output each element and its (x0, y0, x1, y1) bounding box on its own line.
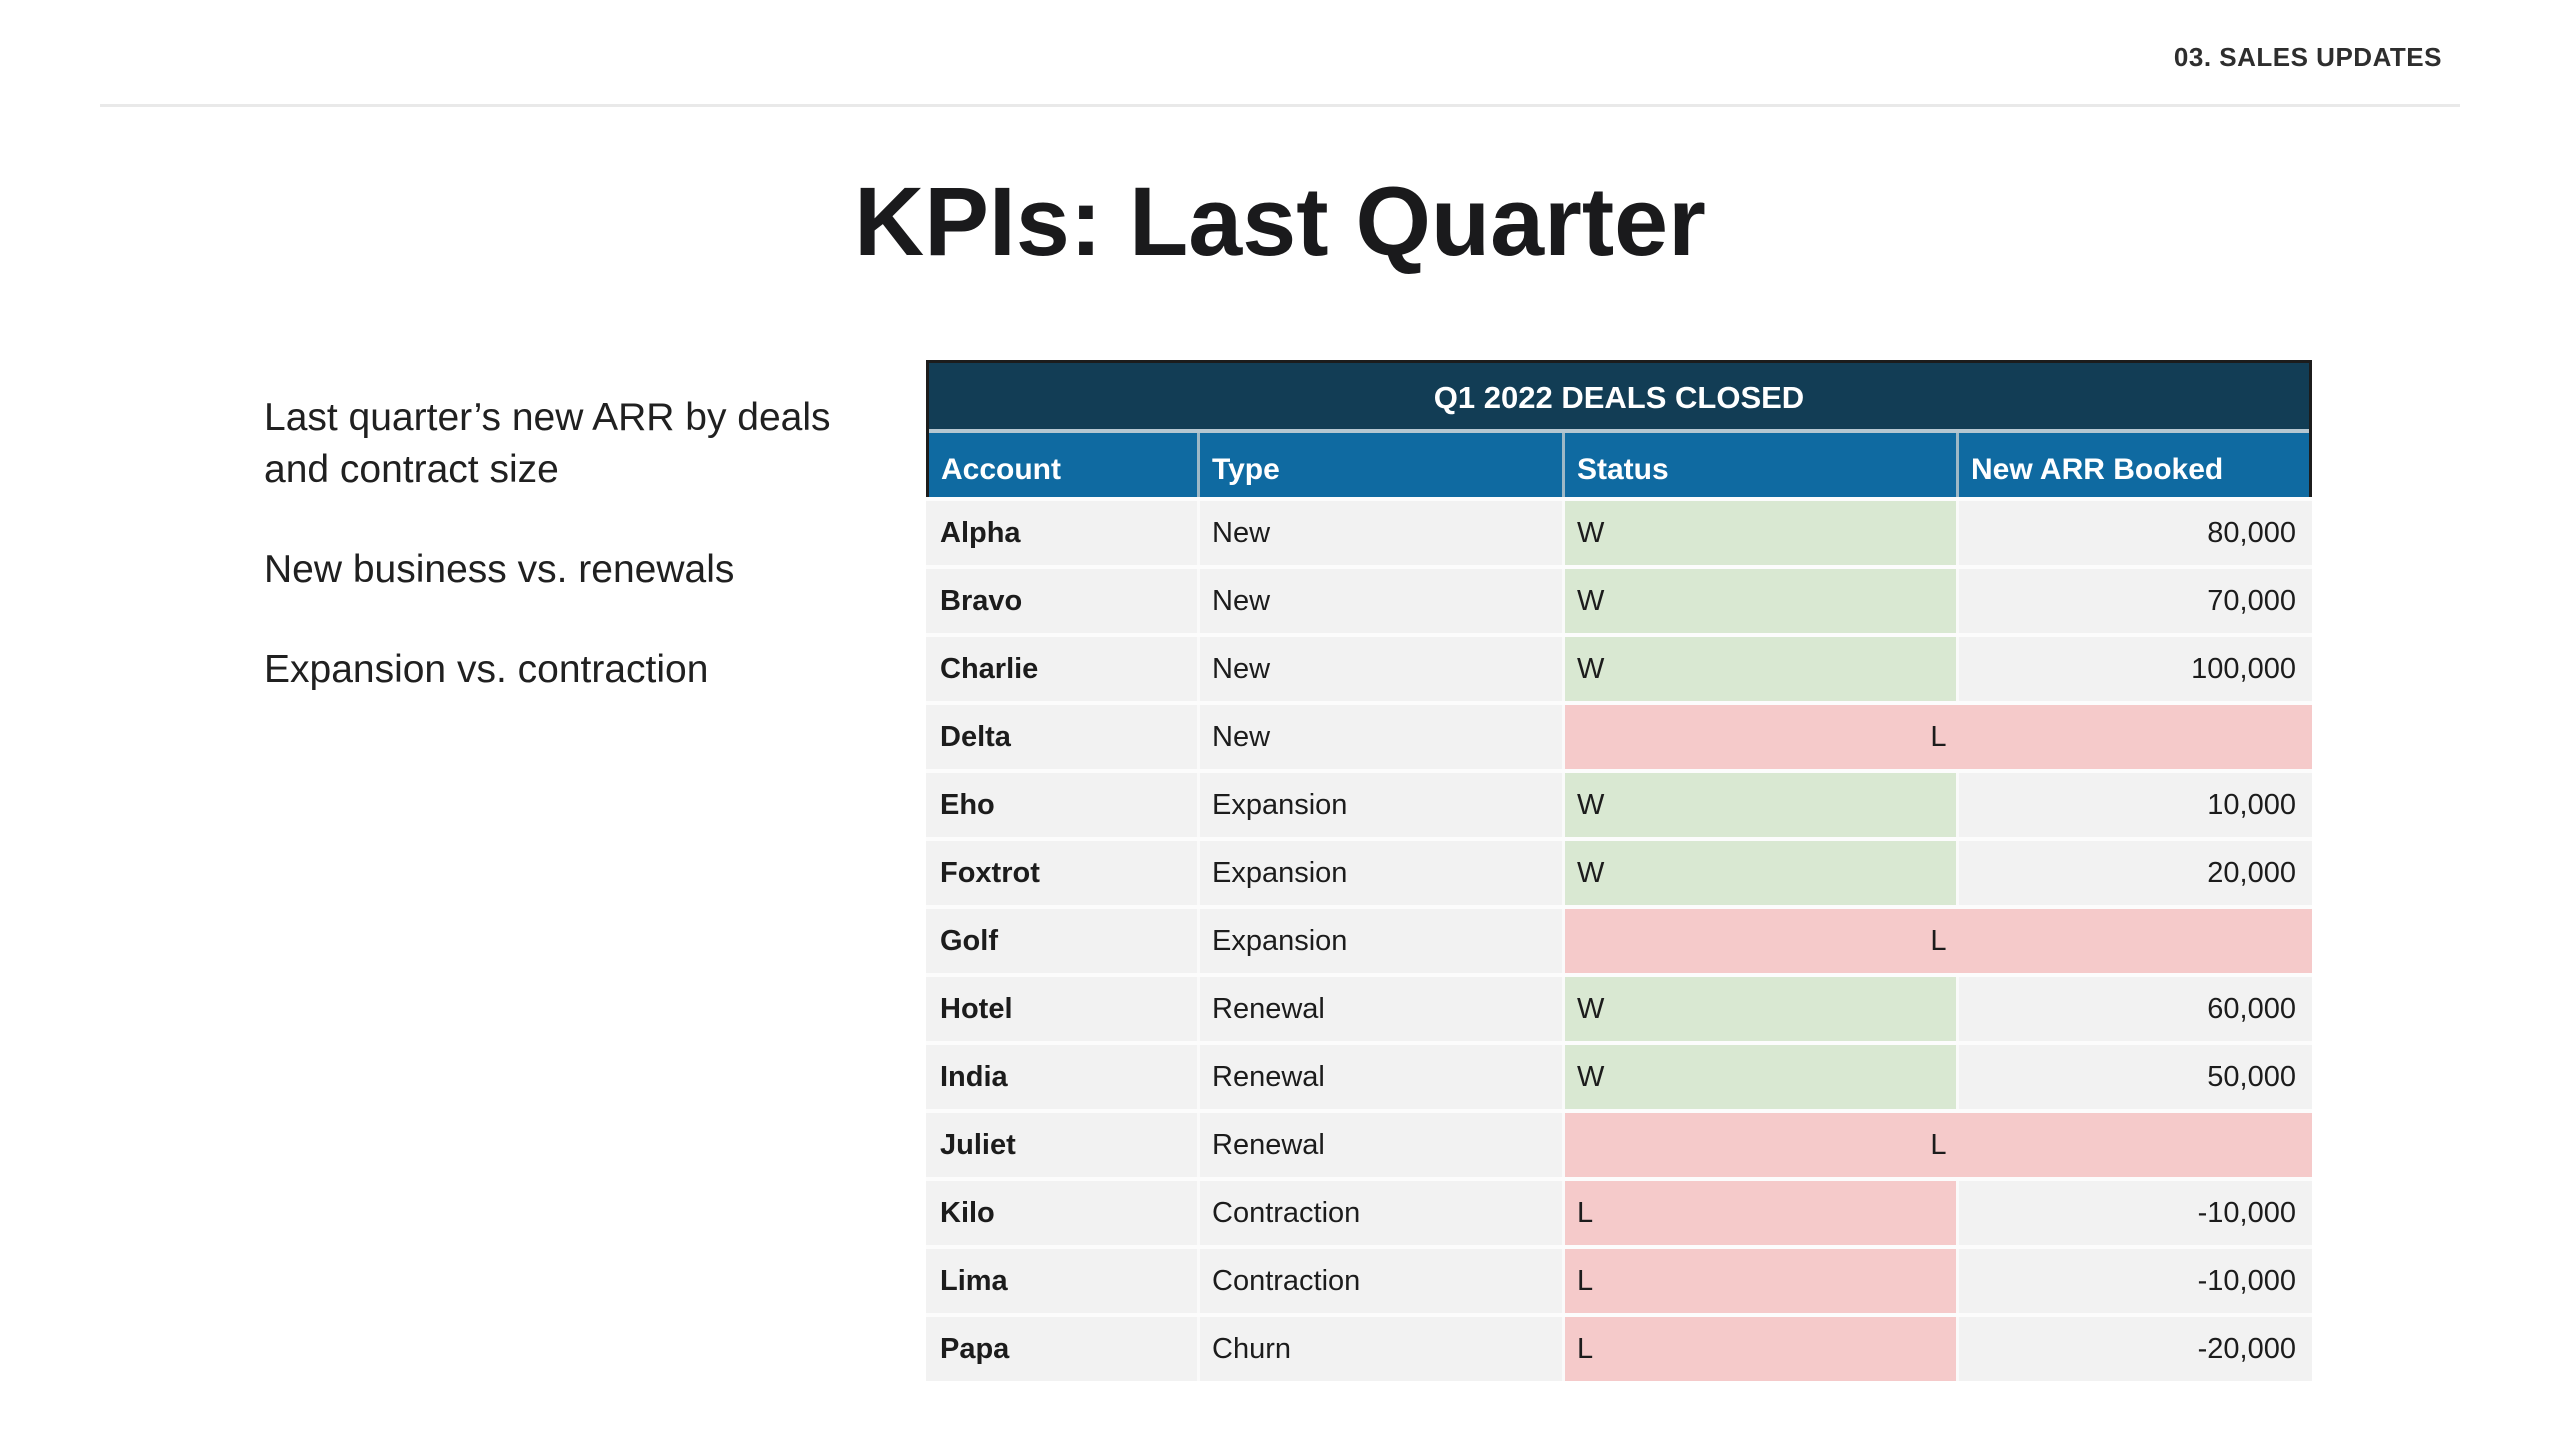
cell-status: W (1562, 501, 1956, 565)
cell-account: Papa (926, 1317, 1197, 1381)
cell-type: New (1197, 637, 1562, 701)
cell-type: Renewal (1197, 1045, 1562, 1109)
cell-status: W (1562, 1045, 1956, 1109)
page-title: KPIs: Last Quarter (854, 167, 1706, 276)
column-header-new-arr-booked: New ARR Booked (1956, 433, 2309, 497)
table-row: Lima Contraction L -10,000 (926, 1245, 2312, 1313)
cell-type: Contraction (1197, 1181, 1562, 1245)
cell-type: Expansion (1197, 773, 1562, 837)
note-new-vs-renewals: New business vs. renewals (264, 547, 735, 591)
table-row: Alpha New W 80,000 (926, 497, 2312, 565)
cell-account: Juliet (926, 1113, 1197, 1177)
cell-status: W (1562, 773, 1956, 837)
table-row: Foxtrot Expansion W 20,000 (926, 837, 2312, 905)
column-header-account: Account (941, 453, 1061, 486)
cell-account: Bravo (926, 569, 1197, 633)
cell-status: W (1562, 977, 1956, 1041)
cell-account: India (926, 1045, 1197, 1109)
cell-status: W (1562, 637, 1956, 701)
cell-account: Lima (926, 1249, 1197, 1313)
column-header-status: Status (1562, 433, 1956, 497)
table-row: Papa Churn L -20,000 (926, 1313, 2312, 1381)
table-row: Eho Expansion W 10,000 (926, 769, 2312, 837)
section-tag: 03. SALES UPDATES (2173, 42, 2442, 72)
cell-new-arr-booked: 20,000 (1956, 841, 2312, 905)
cell-status: L (1562, 1249, 1956, 1313)
cell-status: L (1562, 1181, 1956, 1245)
cell-type: Contraction (1197, 1249, 1562, 1313)
column-header-type: Type (1197, 433, 1562, 497)
note-expansion-vs-contraction: Expansion vs. contraction (264, 647, 709, 691)
cell-type: New (1197, 501, 1562, 565)
cell-account: Kilo (926, 1181, 1197, 1245)
table-row: Bravo New W 70,000 (926, 565, 2312, 633)
table-row: Kilo Contraction L -10,000 (926, 1177, 2312, 1245)
cell-new-arr-booked: 10,000 (1956, 773, 2312, 837)
notes-block: Last quarter’s new ARR by deals and cont… (264, 392, 894, 743)
cell-status-merged-loss: L (1562, 1113, 2312, 1177)
cell-account: Alpha (926, 501, 1197, 565)
table-row: Charlie New W 100,000 (926, 633, 2312, 701)
cell-new-arr-booked: 60,000 (1956, 977, 2312, 1041)
table-row: India Renewal W 50,000 (926, 1041, 2312, 1109)
cell-new-arr-booked: 70,000 (1956, 569, 2312, 633)
cell-type: Expansion (1197, 909, 1562, 973)
table-row: Juliet Renewal L (926, 1109, 2312, 1177)
cell-status: W (1562, 841, 1956, 905)
column-header-row: Account Type Status New ARR Booked (929, 433, 2309, 497)
cell-type: Renewal (1197, 977, 1562, 1041)
header-divider (100, 104, 2460, 107)
cell-status-merged-loss: L (1562, 909, 2312, 973)
table-row: Golf Expansion L (926, 905, 2312, 973)
cell-type: Churn (1197, 1317, 1562, 1381)
cell-type: Renewal (1197, 1113, 1562, 1177)
cell-account: Delta (926, 705, 1197, 769)
cell-type: Expansion (1197, 841, 1562, 905)
cell-new-arr-booked: -20,000 (1956, 1317, 2312, 1381)
cell-new-arr-booked: 100,000 (1956, 637, 2312, 701)
cell-status-merged-loss: L (1562, 705, 2312, 769)
cell-new-arr-booked: -10,000 (1956, 1181, 2312, 1245)
cell-type: New (1197, 569, 1562, 633)
cell-status: L (1562, 1317, 1956, 1381)
deals-table: Q1 2022 DEALS CLOSED Account Type Status… (926, 360, 2312, 1381)
cell-account: Eho (926, 773, 1197, 837)
cell-new-arr-booked: 50,000 (1956, 1045, 2312, 1109)
cell-account: Golf (926, 909, 1197, 973)
cell-new-arr-booked: 80,000 (1956, 501, 2312, 565)
table-header: Q1 2022 DEALS CLOSED Account Type Status… (926, 360, 2312, 497)
cell-account: Foxtrot (926, 841, 1197, 905)
cell-account: Hotel (926, 977, 1197, 1041)
table-body: Alpha New W 80,000 Bravo New W 70,000 Charlie New… (926, 497, 2312, 1381)
table-row: Delta New L (926, 701, 2312, 769)
cell-new-arr-booked: -10,000 (1956, 1249, 2312, 1313)
note-arr-by-deals: Last quarter’s new ARR by deals and cont… (264, 396, 831, 491)
cell-status: W (1562, 569, 1956, 633)
cell-type: New (1197, 705, 1562, 769)
cell-account: Charlie (926, 637, 1197, 701)
table-title: Q1 2022 DEALS CLOSED (929, 363, 2309, 433)
table-row: Hotel Renewal W 60,000 (926, 973, 2312, 1041)
